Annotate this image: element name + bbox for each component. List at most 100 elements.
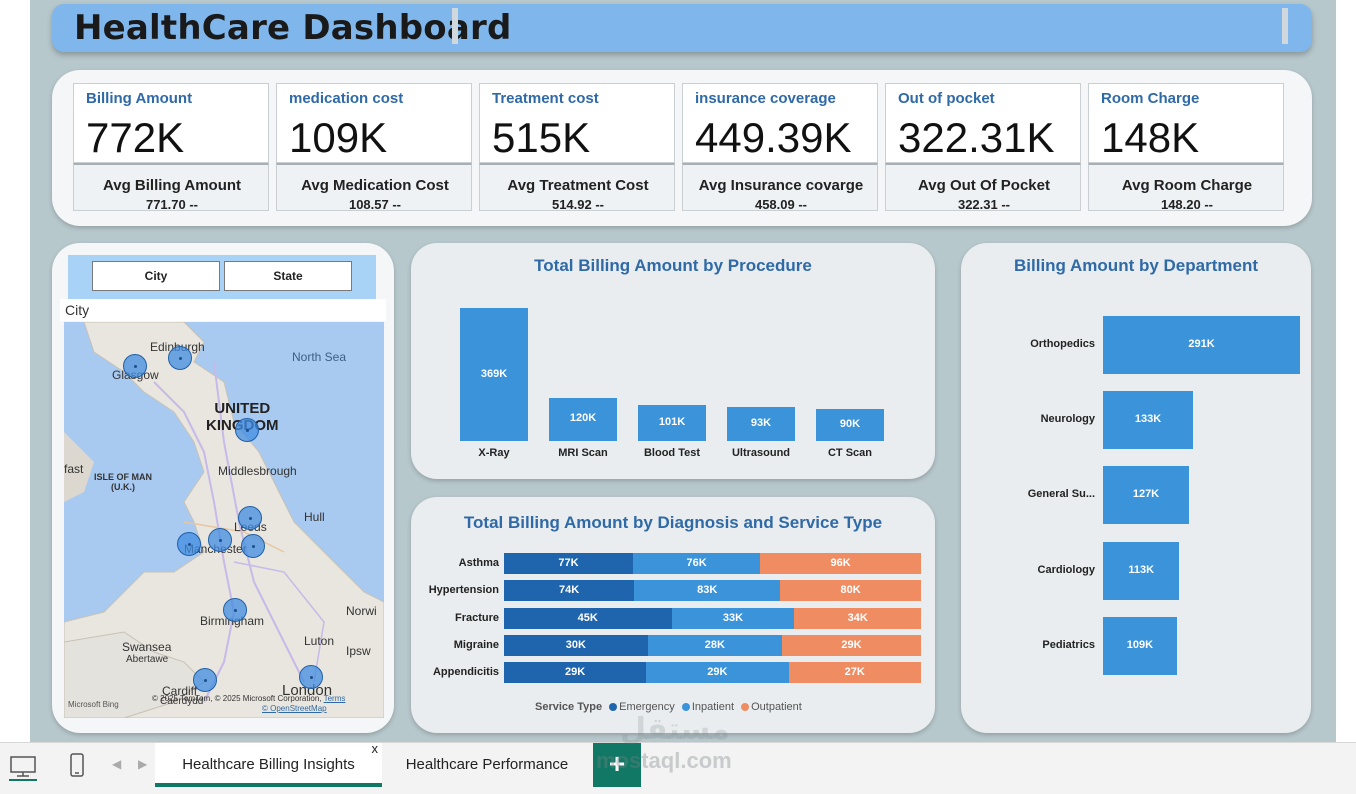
prev-page-arrow-icon[interactable]: ◀ — [112, 757, 122, 771]
procedure-bar[interactable] — [727, 407, 795, 441]
map-title: City — [60, 299, 386, 321]
kpi-avg-label: Avg Insurance covarge — [698, 177, 864, 194]
kpi-avg-value: 108.57 -- — [348, 197, 402, 212]
kpi-card-bottom: Avg Medication Cost 108.57 -- — [276, 163, 472, 212]
kpi-value: 515K — [492, 114, 591, 161]
diagnosis-category-label: Fracture — [454, 611, 499, 624]
diagnosis-segment-emergency[interactable]: 74K — [504, 580, 635, 602]
kpi-card-top: Treatment cost 515K — [479, 83, 675, 163]
diagnosis-segment-outpatient[interactable]: 96K — [760, 553, 921, 574]
map-bubble-glasgow[interactable] — [123, 354, 147, 378]
kpi-avg-value: 771.70 -- — [145, 197, 199, 212]
tab-label: Healthcare Performance — [405, 756, 569, 773]
map-copyright-text: © 2025 TomTom, © 2025 Microsoft Corporat… — [152, 694, 322, 703]
kpi-card-bottom: Avg Billing Amount 771.70 -- — [73, 163, 269, 212]
kpi-value: 322.31K — [898, 114, 1055, 161]
tab-close-icon[interactable]: x — [371, 741, 379, 756]
kpi-card-top: insurance coverage 449.39K — [682, 83, 878, 163]
map-label-isle-of-man: ISLE OF MAN (U.K.) — [94, 472, 152, 492]
map-bubble-leeds[interactable] — [238, 506, 262, 530]
kpi-label: Out of pocket — [898, 90, 995, 107]
desktop-view-icon[interactable] — [8, 751, 38, 781]
map-bubble-liverpool[interactable] — [177, 532, 201, 556]
procedure-bar-label: 369K — [480, 367, 508, 380]
map-terms-link[interactable]: Terms — [323, 694, 346, 703]
procedure-category-label: Blood Test — [643, 447, 700, 459]
legend-outpatient[interactable]: Outpatient — [751, 701, 802, 713]
procedure-bar[interactable] — [816, 408, 884, 441]
procedure-bar[interactable] — [460, 308, 528, 441]
kpi-card-out-of-pocket[interactable]: Out of pocket 322.31K Avg Out Of Pocket … — [885, 83, 1081, 212]
next-page-arrow-icon[interactable]: ▶ — [138, 757, 148, 771]
diagnosis-segment-inpatient[interactable]: 83K — [634, 580, 781, 602]
kpi-card-bottom: Avg Room Charge 148.20 -- — [1088, 163, 1284, 212]
diagnosis-segment-inpatient[interactable]: 29K — [646, 662, 789, 684]
kpi-avg-value: 322.31 -- — [957, 197, 1011, 212]
legend-emergency[interactable]: Emergency — [619, 701, 675, 713]
map-bubble-bradford[interactable] — [208, 528, 232, 552]
tab-healthcare-performance[interactable]: Healthcare Performance — [392, 743, 582, 787]
diagnosis-segment-emergency[interactable]: 77K — [504, 553, 633, 574]
procedure-bar-label: 90K — [839, 417, 861, 430]
department-category-label: Cardiology — [1037, 563, 1095, 576]
diagnosis-segment-inpatient[interactable]: 28K — [647, 634, 782, 656]
kpi-card-medication[interactable]: medication cost 109K Avg Medication Cost… — [276, 83, 472, 212]
department-bar[interactable] — [1103, 466, 1189, 525]
map-bubble-london[interactable] — [299, 665, 323, 689]
kpi-card-billing[interactable]: Billing Amount 772K Avg Billing Amount 7… — [73, 83, 269, 212]
diagnosis-segment-inpatient[interactable]: 76K — [632, 553, 761, 574]
diagnosis-segment-outpatient[interactable]: 34K — [794, 607, 921, 629]
map-bubble-manchester[interactable] — [241, 534, 265, 558]
kpi-value: 772K — [86, 114, 185, 161]
legend-inpatient[interactable]: Inpatient — [691, 701, 735, 713]
kpi-avg-label: Avg Room Charge — [1121, 177, 1253, 194]
city-slicer-button[interactable]: City — [92, 261, 220, 291]
map-osm-link[interactable]: © OpenStreetMap — [262, 704, 327, 713]
map-label-ipswich: Ipsw — [346, 644, 371, 658]
legend-dot-emergency — [609, 703, 618, 712]
map-label-middlesbrough: Middlesbrough — [218, 464, 297, 478]
procedure-chart-title: Total Billing Amount by Procedure — [534, 256, 812, 275]
add-page-button[interactable]: + — [593, 743, 641, 787]
department-bar[interactable] — [1103, 391, 1194, 450]
map-label-isle-line1: ISLE OF MAN — [94, 472, 152, 482]
diagnosis-segment-outpatient[interactable]: 29K — [782, 634, 921, 656]
diagnosis-segment-emergency[interactable]: 45K — [504, 607, 672, 629]
procedure-bar[interactable] — [638, 404, 706, 441]
diagnosis-segment-outpatient[interactable]: 80K — [780, 580, 921, 602]
kpi-card-top: Billing Amount 772K — [73, 83, 269, 163]
kpi-panel: Billing Amount 772K Avg Billing Amount 7… — [52, 70, 1312, 226]
map-bubble-newcastle[interactable] — [235, 418, 259, 442]
state-slicer-button[interactable]: State — [224, 261, 352, 291]
department-chart-panel: Billing Amount by Department Orthopedics… — [961, 243, 1311, 733]
mobile-view-icon[interactable] — [62, 751, 92, 781]
diagnosis-category-label: Migraine — [453, 638, 499, 651]
map-label-hull: Hull — [304, 510, 325, 524]
department-bar[interactable] — [1103, 316, 1300, 374]
title-banner: HealthCare Dashboard — [52, 4, 1312, 52]
map-bubble-cardiff[interactable] — [193, 668, 217, 692]
kpi-card-treatment[interactable]: Treatment cost 515K Avg Treatment Cost 5… — [479, 83, 675, 212]
map-bubble-birmingham[interactable] — [223, 598, 247, 622]
map-bubble-edinburgh[interactable] — [168, 346, 192, 370]
department-bar[interactable] — [1103, 616, 1177, 675]
uk-map[interactable]: North Sea Edinburgh Glasgow UNITED KINGD… — [64, 322, 384, 718]
diagnosis-segment-outpatient[interactable]: 27K — [788, 662, 921, 684]
tab-healthcare-billing-insights[interactable]: Healthcare Billing Insights x — [155, 741, 382, 787]
kpi-card-room-charge[interactable]: Room Charge 148K Avg Room Charge 148.20 … — [1088, 83, 1284, 212]
banner-divider-right — [1282, 8, 1288, 44]
kpi-label: Billing Amount — [86, 90, 193, 107]
procedure-bar[interactable] — [549, 397, 617, 441]
department-category-label: Orthopedics — [1030, 338, 1095, 350]
procedure-bar-label: 101K — [658, 415, 686, 428]
diagnosis-category-label: Appendicitis — [432, 666, 499, 679]
diagnosis-segment-emergency[interactable]: 29K — [504, 662, 647, 684]
diagnosis-segment-emergency[interactable]: 30K — [504, 634, 648, 656]
diagnosis-segment-inpatient[interactable]: 33K — [671, 607, 795, 629]
department-category-label: Pediatrics — [1042, 638, 1095, 651]
department-bar[interactable] — [1103, 541, 1180, 600]
procedure-bar-label: 120K — [569, 412, 597, 425]
slicer-bar: City State — [68, 255, 376, 299]
kpi-card-insurance[interactable]: insurance coverage 449.39K Avg Insurance… — [682, 83, 878, 212]
watermark: mostaql.com — [596, 748, 732, 773]
